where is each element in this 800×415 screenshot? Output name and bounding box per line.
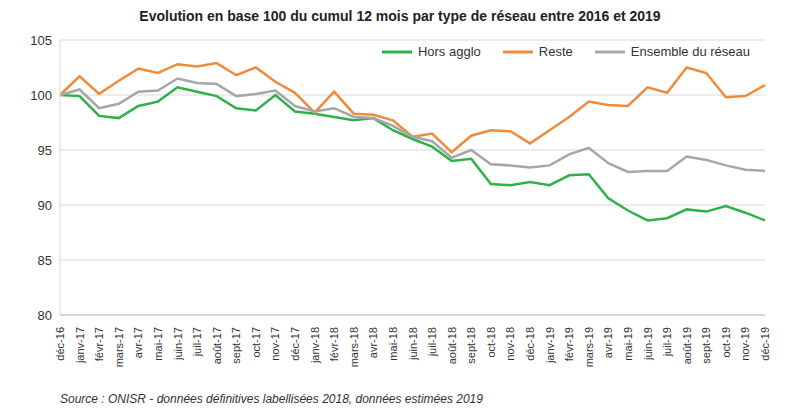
svg-text:85: 85 (38, 253, 52, 268)
svg-text:nov-18: nov-18 (504, 327, 516, 361)
svg-text:août-19: août-19 (681, 327, 693, 364)
svg-text:sept-19: sept-19 (700, 327, 712, 364)
svg-text:juil-17: juil-17 (191, 327, 203, 357)
svg-text:juil-18: juil-18 (426, 327, 438, 357)
svg-text:oct-18: oct-18 (485, 327, 497, 358)
svg-text:avr-17: avr-17 (132, 327, 144, 358)
svg-text:mars-17: mars-17 (113, 327, 125, 367)
svg-text:95: 95 (38, 143, 52, 158)
svg-text:déc-19: déc-19 (759, 327, 771, 361)
svg-text:nov-19: nov-19 (739, 327, 751, 361)
svg-text:juil-19: juil-19 (661, 327, 673, 357)
svg-text:févr-18: févr-18 (328, 327, 340, 361)
svg-text:janv-18: janv-18 (309, 327, 321, 364)
svg-text:janv-17: janv-17 (74, 327, 86, 364)
svg-text:avr-19: avr-19 (602, 327, 614, 358)
svg-text:90: 90 (38, 198, 52, 213)
svg-text:avr-18: avr-18 (367, 327, 379, 358)
svg-text:juin-18: juin-18 (407, 327, 419, 361)
svg-text:déc-16: déc-16 (54, 327, 66, 361)
svg-text:100: 100 (30, 88, 52, 103)
svg-text:sept-17: sept-17 (230, 327, 242, 364)
svg-text:août-17: août-17 (211, 327, 223, 364)
svg-text:sept-18: sept-18 (465, 327, 477, 364)
svg-text:nov-17: nov-17 (269, 327, 281, 361)
svg-text:mars-19: mars-19 (583, 327, 595, 367)
svg-text:févr-19: févr-19 (563, 327, 575, 361)
svg-text:105: 105 (30, 33, 52, 48)
svg-text:mai-17: mai-17 (152, 327, 164, 361)
svg-text:juin-17: juin-17 (172, 327, 184, 361)
svg-text:déc-17: déc-17 (289, 327, 301, 361)
svg-text:juin-19: juin-19 (642, 327, 654, 361)
svg-text:mai-19: mai-19 (622, 327, 634, 361)
svg-text:déc-18: déc-18 (524, 327, 536, 361)
html-text:Hors agglo: Hors agglo (417, 44, 481, 59)
svg-text:mars-18: mars-18 (348, 327, 360, 367)
svg-text:août-18: août-18 (446, 327, 458, 364)
html-text:Reste: Reste (538, 44, 573, 59)
html-text:Source : ONISR - données défin: Source : ONISR - données définitives lab… (60, 392, 483, 406)
svg-text:mai-18: mai-18 (387, 327, 399, 361)
svg-text:févr-17: févr-17 (93, 327, 105, 361)
svg-text:janv-19: janv-19 (544, 327, 556, 364)
svg-text:80: 80 (38, 308, 52, 323)
html-text:Ensemble du réseau: Ensemble du réseau (630, 44, 750, 59)
svg-text:oct-19: oct-19 (720, 327, 732, 358)
html-text:Evolution en base 100 du cumul: Evolution en base 100 du cumul 12 mois p… (139, 8, 661, 24)
svg-text:oct-17: oct-17 (250, 327, 262, 358)
